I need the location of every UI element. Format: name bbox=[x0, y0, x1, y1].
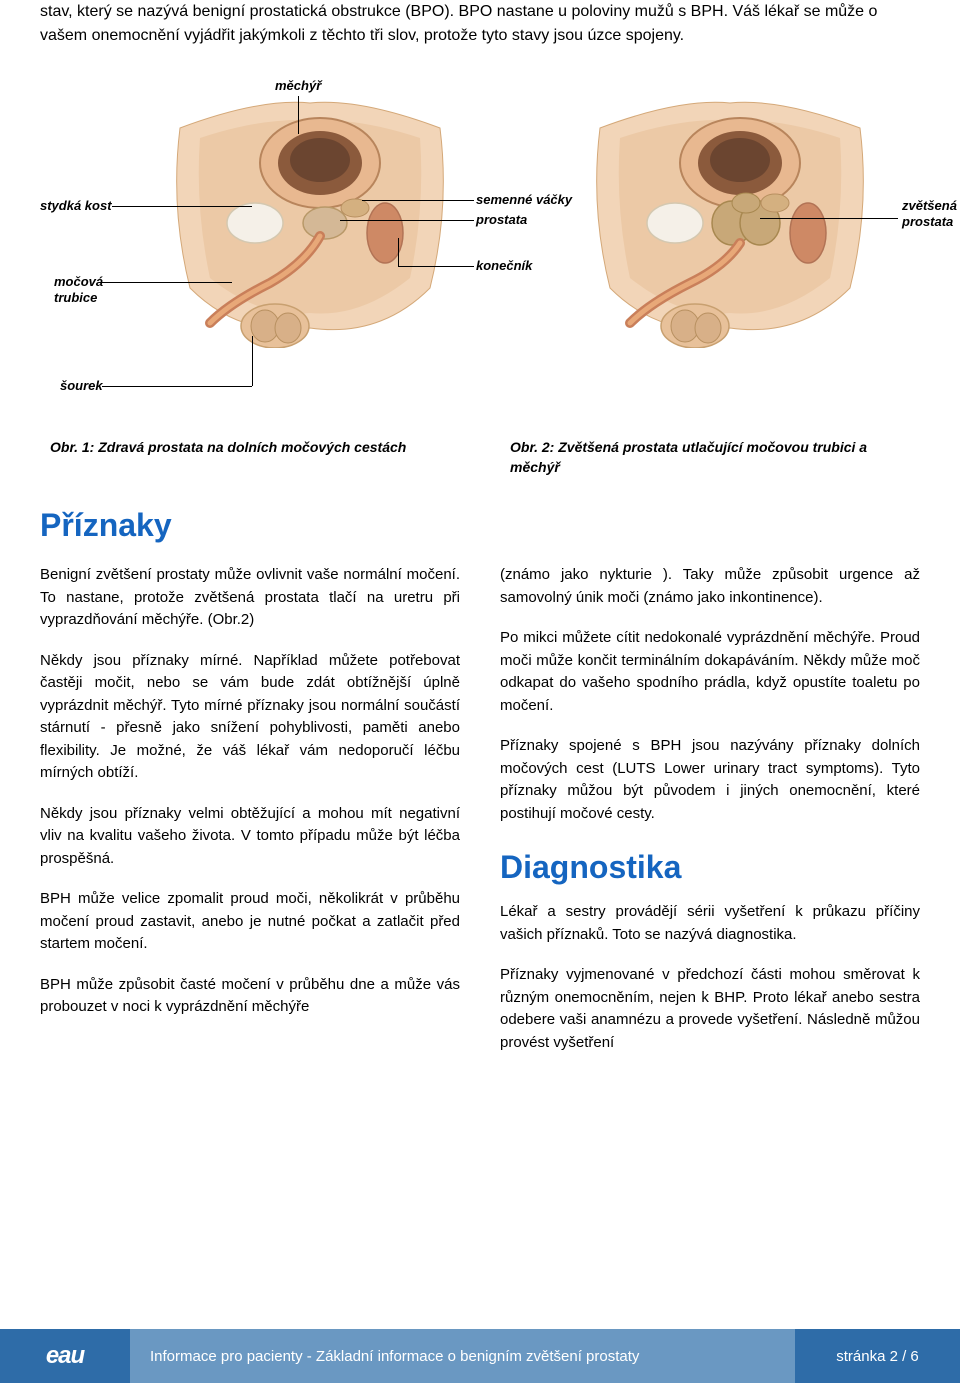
heading-diagnostika: Diagnostika bbox=[500, 843, 920, 891]
para-r4: Lékař a sestry provádějí sérii vyšetření… bbox=[500, 901, 920, 946]
intro-paragraph: stav, který se nazývá benigní prostatick… bbox=[40, 0, 920, 48]
footer-page-number: stránka 2 / 6 bbox=[795, 1329, 960, 1383]
para-l4: BPH může velice zpomalit proud moči, něk… bbox=[40, 888, 460, 956]
para-r5: Příznaky vyjmenované v předchozí části m… bbox=[500, 964, 920, 1054]
label-sourek: šourek bbox=[60, 378, 103, 394]
logo-text: eau bbox=[46, 1342, 84, 1370]
para-l2: Někdy jsou příznaky mírné. Například můž… bbox=[40, 650, 460, 785]
para-r3: Příznaky spojené s BPH jsou nazývány pří… bbox=[500, 735, 920, 825]
anatomy-figure-area: měchýř stydká kost semenné váčky prostat… bbox=[40, 78, 920, 418]
body-columns: Benigní zvětšení prostaty může ovlivnit … bbox=[40, 564, 920, 1072]
caption-fig2: Obr. 2: Zvětšená prostata utlačující moč… bbox=[510, 438, 910, 477]
label-zvetsena-prostata: zvětšená prostata bbox=[902, 198, 957, 229]
label-semenne-vacky: semenné váčky bbox=[476, 192, 572, 208]
page-footer: eau Informace pro pacienty - Základní in… bbox=[0, 1329, 960, 1383]
para-r1: (známo jako nykturie ). Taky může způsob… bbox=[500, 564, 920, 609]
figure-captions: Obr. 1: Zdravá prostata na dolních močov… bbox=[40, 438, 920, 477]
footer-title: Informace pro pacienty - Základní inform… bbox=[130, 1329, 795, 1383]
para-l5: BPH může způsobit časté močení v průběhu… bbox=[40, 974, 460, 1019]
footer-logo: eau bbox=[0, 1329, 130, 1383]
label-prostata: prostata bbox=[476, 212, 527, 228]
label-stydka-kost: stydká kost bbox=[40, 198, 112, 214]
label-mocova-trubice: močová trubice bbox=[54, 274, 103, 305]
label-mechyr: měchýř bbox=[275, 78, 321, 94]
para-l1: Benigní zvětšení prostaty může ovlivnit … bbox=[40, 564, 460, 632]
column-left: Benigní zvětšení prostaty může ovlivnit … bbox=[40, 564, 460, 1072]
heading-priznaky: Příznaky bbox=[40, 507, 920, 544]
label-konecnik: konečník bbox=[476, 258, 532, 274]
column-right: (známo jako nykturie ). Taky může způsob… bbox=[500, 564, 920, 1072]
para-r2: Po mikci můžete cítit nedokonalé vyprázd… bbox=[500, 627, 920, 717]
para-l3: Někdy jsou příznaky velmi obtěžující a m… bbox=[40, 803, 460, 871]
diagram-healthy-prostate bbox=[160, 88, 460, 348]
caption-fig1: Obr. 1: Zdravá prostata na dolních močov… bbox=[50, 438, 450, 477]
